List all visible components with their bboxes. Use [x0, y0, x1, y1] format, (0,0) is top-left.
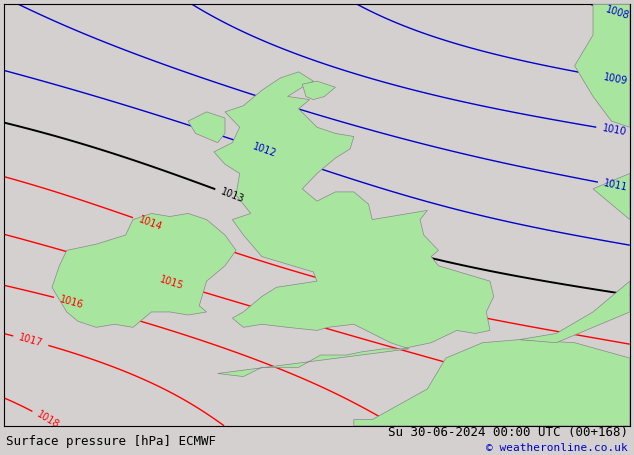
Text: 1016: 1016 [58, 294, 85, 310]
Text: 1014: 1014 [137, 215, 163, 233]
Text: 1009: 1009 [603, 72, 629, 86]
Text: 1018: 1018 [35, 410, 61, 431]
Text: 1012: 1012 [251, 141, 278, 159]
Text: 1010: 1010 [601, 123, 627, 137]
Text: Surface pressure [hPa] ECMWF: Surface pressure [hPa] ECMWF [6, 435, 216, 448]
Polygon shape [214, 72, 494, 377]
Polygon shape [188, 112, 225, 143]
Text: 1015: 1015 [158, 274, 185, 291]
Polygon shape [52, 213, 236, 327]
Text: © weatheronline.co.uk: © weatheronline.co.uk [486, 443, 628, 453]
Polygon shape [354, 339, 630, 426]
Polygon shape [302, 81, 335, 100]
Polygon shape [574, 4, 630, 127]
Polygon shape [519, 281, 630, 343]
Polygon shape [593, 173, 630, 220]
Text: Su 30-06-2024 00:00 UTC (00+168): Su 30-06-2024 00:00 UTC (00+168) [387, 426, 628, 439]
Text: 1013: 1013 [219, 187, 245, 205]
Text: 1008: 1008 [604, 4, 630, 21]
Text: 1017: 1017 [18, 332, 44, 349]
Text: 1011: 1011 [603, 178, 629, 193]
